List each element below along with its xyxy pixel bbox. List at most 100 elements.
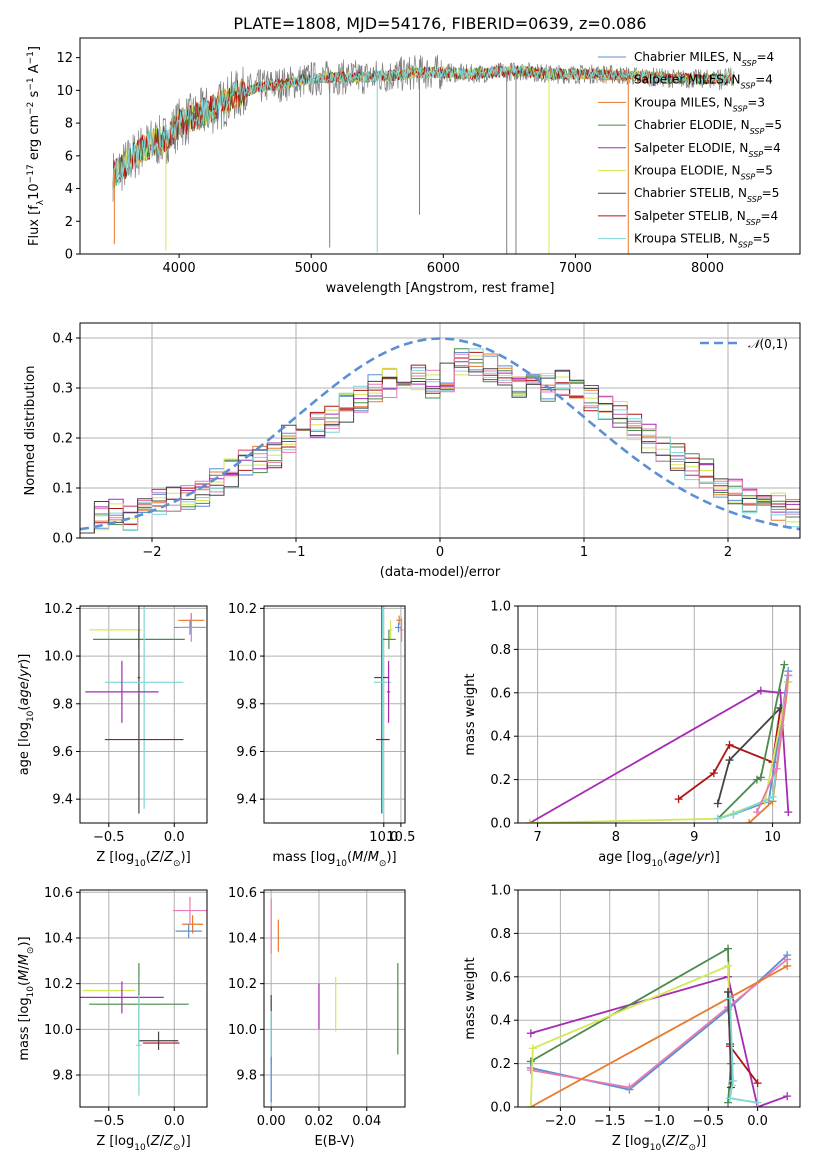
legend-entry-label: Salpeter MILES, NSSP=4 bbox=[634, 73, 773, 91]
weight-point-marker bbox=[768, 792, 777, 801]
mass-vs-metallicity-panel: −0.5 0.0 9.8 10.0 10.2 10.4 10.6 Z [log10(Z/Z⊙)… bbox=[17, 886, 208, 1153]
axes-frame bbox=[517, 889, 801, 1108]
x-tick-label: 0.0 bbox=[747, 1114, 768, 1129]
x-tick-label: −1 bbox=[286, 545, 305, 560]
plot-area bbox=[270, 899, 399, 1103]
x-axis-label: mass [log10(M/M⊙)] bbox=[272, 850, 396, 869]
legend-entry-label: Kroupa ELODIE, NSSP=5 bbox=[634, 164, 773, 182]
y-tick-label: 10.0 bbox=[44, 1023, 73, 1038]
x-tick-label: 10 bbox=[764, 830, 781, 845]
x-tick-label: 9 bbox=[690, 830, 698, 845]
x-tick-label: −1.0 bbox=[643, 1114, 675, 1129]
error-bar-point bbox=[85, 660, 159, 723]
error-bar-point bbox=[374, 606, 390, 814]
legend-entry-label: Chabrier MILES, NSSP=4 bbox=[634, 50, 774, 68]
plot-area bbox=[85, 606, 206, 814]
weight-point-marker bbox=[724, 1098, 733, 1107]
weight-point-marker bbox=[725, 1094, 734, 1103]
plot-area bbox=[80, 896, 207, 1096]
weight-point-marker bbox=[728, 1076, 737, 1085]
weight-point-marker bbox=[783, 1092, 792, 1101]
weight-point-marker bbox=[725, 1040, 734, 1049]
y-tick-label: 0.3 bbox=[52, 382, 73, 397]
weight-point-marker bbox=[729, 810, 738, 819]
x-tick-label: 0.00 bbox=[257, 1114, 286, 1129]
x-tick-label: −0.5 bbox=[93, 1114, 125, 1129]
error-bar-point bbox=[137, 606, 141, 814]
x-tick-label: 0.0 bbox=[164, 830, 185, 845]
y-tick-label: 10.0 bbox=[228, 650, 257, 665]
age-vs-metallicity-panel: −0.5 0.0 9.4 9.6 9.8 10.0 10.2 Z [log10(Z/Z⊙)] a… bbox=[17, 602, 208, 869]
x-tick-label: 7000 bbox=[559, 261, 592, 276]
y-axis-label: mass weight bbox=[463, 957, 478, 1039]
x-tick-label: 10.5 bbox=[386, 830, 415, 845]
weight-point-marker bbox=[724, 961, 733, 970]
x-tick-label: 0.04 bbox=[352, 1114, 381, 1129]
y-tick-label: 10.6 bbox=[44, 886, 73, 901]
plot-area bbox=[373, 606, 404, 814]
spectrum-panel: 4000 5000 6000 7000 8000 0 2 4 6 8 10 12 wavelength … bbox=[26, 37, 801, 296]
error-bar-point bbox=[386, 660, 391, 723]
x-axis-label: E(B-V) bbox=[314, 1134, 354, 1149]
axes-frame bbox=[79, 889, 208, 1108]
weight-vs-metallicity-panel: −2.0 −1.5 −1.0 −0.5 0.0 0.0 0.2 0.4 0.6 0.8 1.0 Z [… bbox=[463, 884, 801, 1153]
weight-point-marker bbox=[526, 1103, 535, 1107]
weight-point-marker bbox=[783, 961, 792, 970]
weight-point-marker bbox=[625, 1083, 634, 1092]
x-axis-label: (data-model)/error bbox=[380, 565, 501, 580]
weight-point-marker bbox=[709, 769, 718, 778]
error-bar-point bbox=[182, 915, 204, 934]
legend-entry-label: Chabrier STELIB, NSSP=5 bbox=[634, 186, 779, 204]
weight-point-marker bbox=[780, 660, 789, 669]
weight-point-marker bbox=[526, 1066, 535, 1075]
x-tick-label: 0.0 bbox=[164, 1114, 185, 1129]
y-axis-label: mass weight bbox=[463, 673, 478, 755]
weight-point-marker bbox=[674, 795, 683, 804]
y-tick-label: 10.2 bbox=[228, 602, 257, 617]
x-tick-label: −0.5 bbox=[693, 1114, 725, 1129]
y-tick-label: 0.4 bbox=[52, 332, 73, 347]
x-tick-label: 1 bbox=[580, 545, 588, 560]
y-tick-label: 6 bbox=[65, 149, 73, 164]
x-tick-label: 0 bbox=[436, 545, 444, 560]
weight-point-marker bbox=[745, 819, 754, 823]
weight-series bbox=[752, 671, 793, 817]
error-bar-point bbox=[104, 606, 184, 809]
y-tick-label: 1.0 bbox=[490, 600, 511, 615]
x-axis-label: Z [log10(Z/Z⊙)] bbox=[96, 850, 190, 869]
weight-point-marker bbox=[725, 740, 734, 749]
weight-point-marker bbox=[756, 686, 765, 695]
y-tick-label: 2 bbox=[65, 215, 73, 230]
y-tick-label: 10.2 bbox=[228, 977, 257, 992]
y-tick-label: 8 bbox=[65, 117, 73, 132]
weight-series bbox=[725, 994, 762, 1107]
x-tick-label: −2.0 bbox=[545, 1114, 577, 1129]
x-tick-label: −0.5 bbox=[93, 830, 125, 845]
y-tick-label: 9.6 bbox=[236, 745, 257, 760]
y-axis-label: Normed distribution bbox=[23, 366, 38, 496]
legend-entry-label: Salpeter STELIB, NSSP=4 bbox=[634, 209, 778, 227]
x-axis-label: wavelength [Angstrom, rest frame] bbox=[326, 281, 555, 296]
residuals-panel: −2 −1 0 1 2 0.0 0.1 0.2 0.3 0.4 (data-model)/error… bbox=[23, 322, 801, 580]
y-tick-label: 9.8 bbox=[52, 697, 73, 712]
weight-point-marker bbox=[784, 671, 793, 680]
legend-entry-label: Kroupa STELIB, NSSP=5 bbox=[634, 232, 770, 250]
weight-point-marker bbox=[772, 764, 781, 773]
y-tick-label: 0.6 bbox=[490, 686, 511, 701]
x-axis-label: Z [log10(Z/Z⊙)] bbox=[612, 1134, 706, 1153]
legend-entry-label: Salpeter ELODIE, NSSP=4 bbox=[634, 141, 781, 159]
y-tick-label: 10.2 bbox=[44, 602, 73, 617]
y-tick-label: 9.4 bbox=[52, 793, 73, 808]
y-tick-label: 4 bbox=[65, 182, 73, 197]
weight-point-marker bbox=[724, 944, 733, 953]
y-tick-label: 0.6 bbox=[490, 970, 511, 985]
x-axis-label: Z [log10(Z/Z⊙)] bbox=[96, 1134, 190, 1153]
error-bar-point bbox=[395, 622, 402, 633]
weight-point-marker bbox=[525, 819, 534, 823]
figure-title: PLATE=1808, MJD=54176, FIBERID=0639, z=0… bbox=[233, 14, 646, 33]
y-tick-label: 0.8 bbox=[490, 927, 511, 942]
legend-entry-label: Chabrier ELODIE, NSSP=5 bbox=[634, 118, 782, 136]
x-tick-label: 2 bbox=[724, 545, 732, 560]
y-axis-label: age [log10(age/yr)] bbox=[17, 654, 36, 776]
